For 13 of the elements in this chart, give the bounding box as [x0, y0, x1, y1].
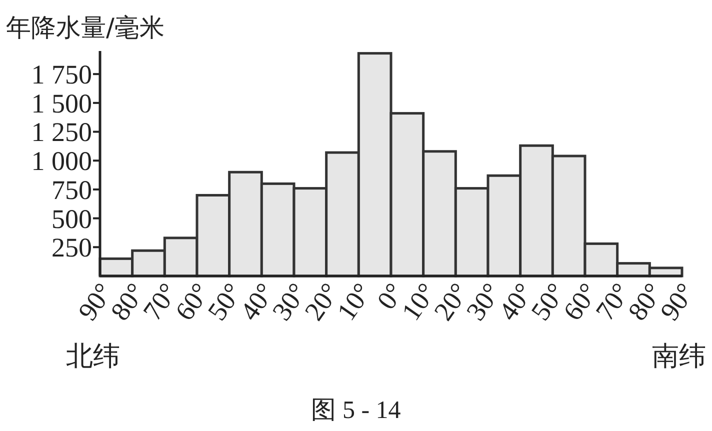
- y-tick-label: 1 750: [31, 60, 92, 90]
- y-tick-label: 250: [52, 232, 92, 263]
- y-tick-label: 1 000: [31, 146, 92, 176]
- y-tick-label: 500: [52, 204, 92, 234]
- x-tick-label: 10°: [331, 278, 378, 326]
- text: 南纬: [652, 341, 706, 372]
- x-tick-label: 90°: [654, 278, 701, 326]
- y-tick-label: 1 500: [31, 88, 92, 118]
- y-tick-label: 1 250: [31, 117, 92, 148]
- y-axis-title: 年降水量/毫米: [6, 13, 164, 42]
- text: 北纬: [66, 341, 120, 372]
- y-tick-label: 750: [52, 174, 92, 205]
- text: 图 5 - 14: [311, 397, 402, 424]
